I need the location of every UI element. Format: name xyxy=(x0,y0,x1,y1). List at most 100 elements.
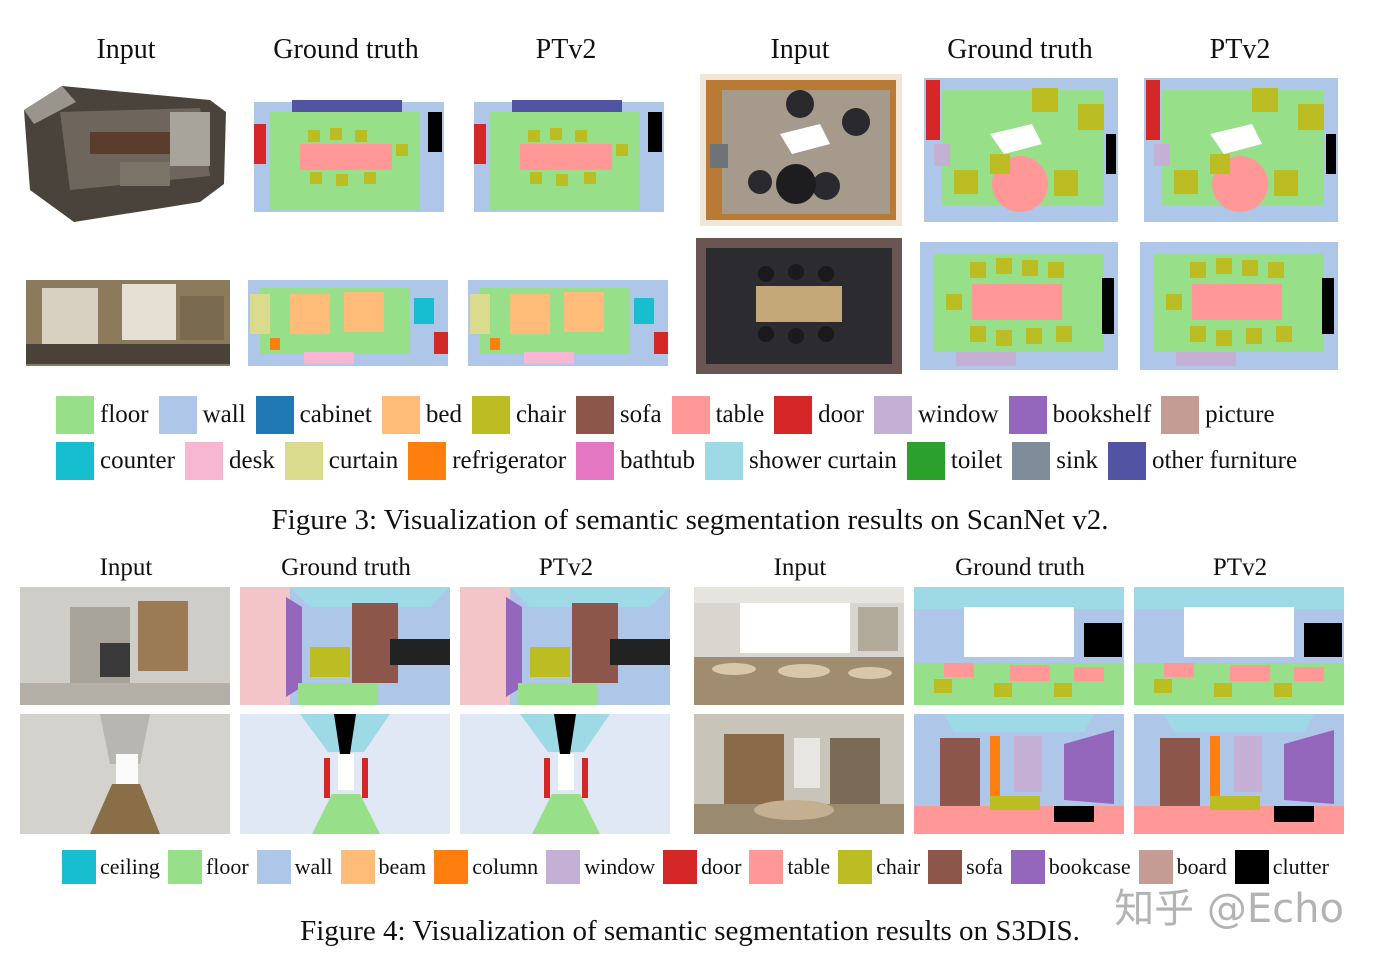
legend-label: ceiling xyxy=(100,854,160,879)
fig4-header-input-right: Input xyxy=(773,554,827,581)
fig4-pred-office xyxy=(460,587,670,705)
legend-label: clutter xyxy=(1272,854,1329,879)
legend-label: chair xyxy=(876,854,921,879)
legend-swatch xyxy=(56,396,94,434)
legend-item-picture: picture xyxy=(1161,396,1278,434)
legend-swatch xyxy=(774,396,813,434)
legend-swatch xyxy=(838,850,873,884)
fig4-input-library xyxy=(694,714,904,834)
fig4-header-gt-left: Ground truth xyxy=(281,554,411,581)
legend-item-bed: bed xyxy=(381,396,466,434)
legend-swatch xyxy=(184,442,223,480)
legend-label: wall xyxy=(294,854,333,879)
legend-label: door xyxy=(701,854,742,879)
fig4-pred-hallway xyxy=(460,714,670,834)
fig3-pred-scene4 xyxy=(1136,238,1342,374)
legend-label: bookshelf xyxy=(1052,401,1152,428)
legend-swatch xyxy=(663,850,698,884)
legend-swatch xyxy=(874,396,912,434)
legend-swatch xyxy=(1138,850,1173,884)
legend-swatch xyxy=(158,396,197,434)
legend-label: wall xyxy=(202,401,246,428)
fig3-legend-row1: floor wall cabinet bed chair sofa table door win… xyxy=(56,396,1285,434)
fig4-header-ptv2-right: PTv2 xyxy=(1212,554,1268,581)
legend-swatch xyxy=(705,442,744,480)
legend-swatch xyxy=(671,396,710,434)
legend-item-shower-curtain: shower curtain xyxy=(705,442,901,480)
legend-swatch xyxy=(1012,442,1051,480)
watermark: 知乎 @Echo xyxy=(1114,886,1344,932)
legend-label: sofa xyxy=(966,854,1003,879)
legend-item-other-furniture: other furniture xyxy=(1107,442,1301,480)
legend-item-beam: beam xyxy=(340,850,429,884)
legend-swatch xyxy=(546,850,581,884)
fig3-legend-row2: counter desk curtain refrigerator bathtub sho… xyxy=(56,442,1307,480)
fig4-input-hallway xyxy=(20,714,230,834)
legend-swatch xyxy=(928,850,963,884)
legend-label: cabinet xyxy=(299,401,372,428)
legend-item-curtain: curtain xyxy=(284,442,402,480)
fig4-header-ptv2-left: PTv2 xyxy=(538,554,594,581)
legend-label: toilet xyxy=(950,447,1003,474)
fig3-gt-scene4 xyxy=(916,238,1122,374)
legend-item-floor: floor xyxy=(56,396,153,434)
fig3-gt-scene1 xyxy=(240,72,452,227)
fig3-gt-scene2 xyxy=(920,74,1122,226)
fig3-input-scene4 xyxy=(696,238,902,374)
fig3-input-scene3 xyxy=(26,274,230,372)
legend-swatch xyxy=(408,442,447,480)
fig3-input-scene2 xyxy=(700,74,902,226)
legend-label: bookcase xyxy=(1048,854,1131,879)
legend-label: floor xyxy=(100,401,149,428)
legend-label: table xyxy=(715,401,765,428)
legend-swatch xyxy=(1161,396,1200,434)
fig4-pred-conference xyxy=(1134,587,1344,705)
legend-item-window: window xyxy=(874,396,1003,434)
legend-swatch xyxy=(434,850,469,884)
legend-item-board: board xyxy=(1138,850,1229,884)
legend-swatch xyxy=(1010,850,1045,884)
legend-label: column xyxy=(472,854,539,879)
legend-label: sofa xyxy=(619,401,662,428)
legend-item-sofa: sofa xyxy=(575,396,666,434)
legend-swatch xyxy=(471,396,510,434)
fig4-legend: ceiling floor wall beam column window door tabl… xyxy=(62,850,1337,884)
legend-swatch xyxy=(284,442,323,480)
legend-item-desk: desk xyxy=(184,442,279,480)
legend-item-window: window xyxy=(546,850,657,884)
legend-item-wall: wall xyxy=(256,850,335,884)
legend-item-bookcase: bookcase xyxy=(1010,850,1133,884)
legend-item-cabinet: cabinet xyxy=(255,396,376,434)
fig3-header-input-right: Input xyxy=(770,34,830,65)
legend-swatch xyxy=(749,850,784,884)
fig4-gt-hallway xyxy=(240,714,450,834)
legend-item-sink: sink xyxy=(1012,442,1102,480)
fig3-header-ptv2-left: PTv2 xyxy=(535,34,597,65)
legend-swatch xyxy=(340,850,375,884)
legend-label: table xyxy=(787,854,831,879)
legend-item-chair: chair xyxy=(838,850,922,884)
fig3-caption: Figure 3: Visualization of semantic segm… xyxy=(271,504,1109,536)
legend-swatch xyxy=(381,396,420,434)
legend-swatch xyxy=(575,396,614,434)
legend-swatch xyxy=(256,850,291,884)
fig4-pred-library xyxy=(1134,714,1344,834)
legend-label: board xyxy=(1176,854,1227,879)
fig4-gt-office xyxy=(240,587,450,705)
fig3-header-gt-left: Ground truth xyxy=(273,34,419,65)
fig3-gt-scene3 xyxy=(244,272,452,374)
legend-item-chair: chair xyxy=(471,396,570,434)
legend-swatch xyxy=(62,850,96,884)
fig3-pred-scene1 xyxy=(460,72,672,227)
legend-item-refrigerator: refrigerator xyxy=(408,442,570,480)
legend-label: bathtub xyxy=(620,447,696,474)
legend-item-table: table xyxy=(749,850,832,884)
legend-item-column: column xyxy=(434,850,540,884)
legend-swatch xyxy=(167,850,202,884)
legend-swatch xyxy=(906,442,945,480)
legend-item-floor: floor xyxy=(167,850,251,884)
fig3-header-gt-right: Ground truth xyxy=(947,34,1093,65)
legend-label: chair xyxy=(515,401,566,428)
legend-item-door: door xyxy=(774,396,868,434)
legend-label: counter xyxy=(100,447,175,474)
